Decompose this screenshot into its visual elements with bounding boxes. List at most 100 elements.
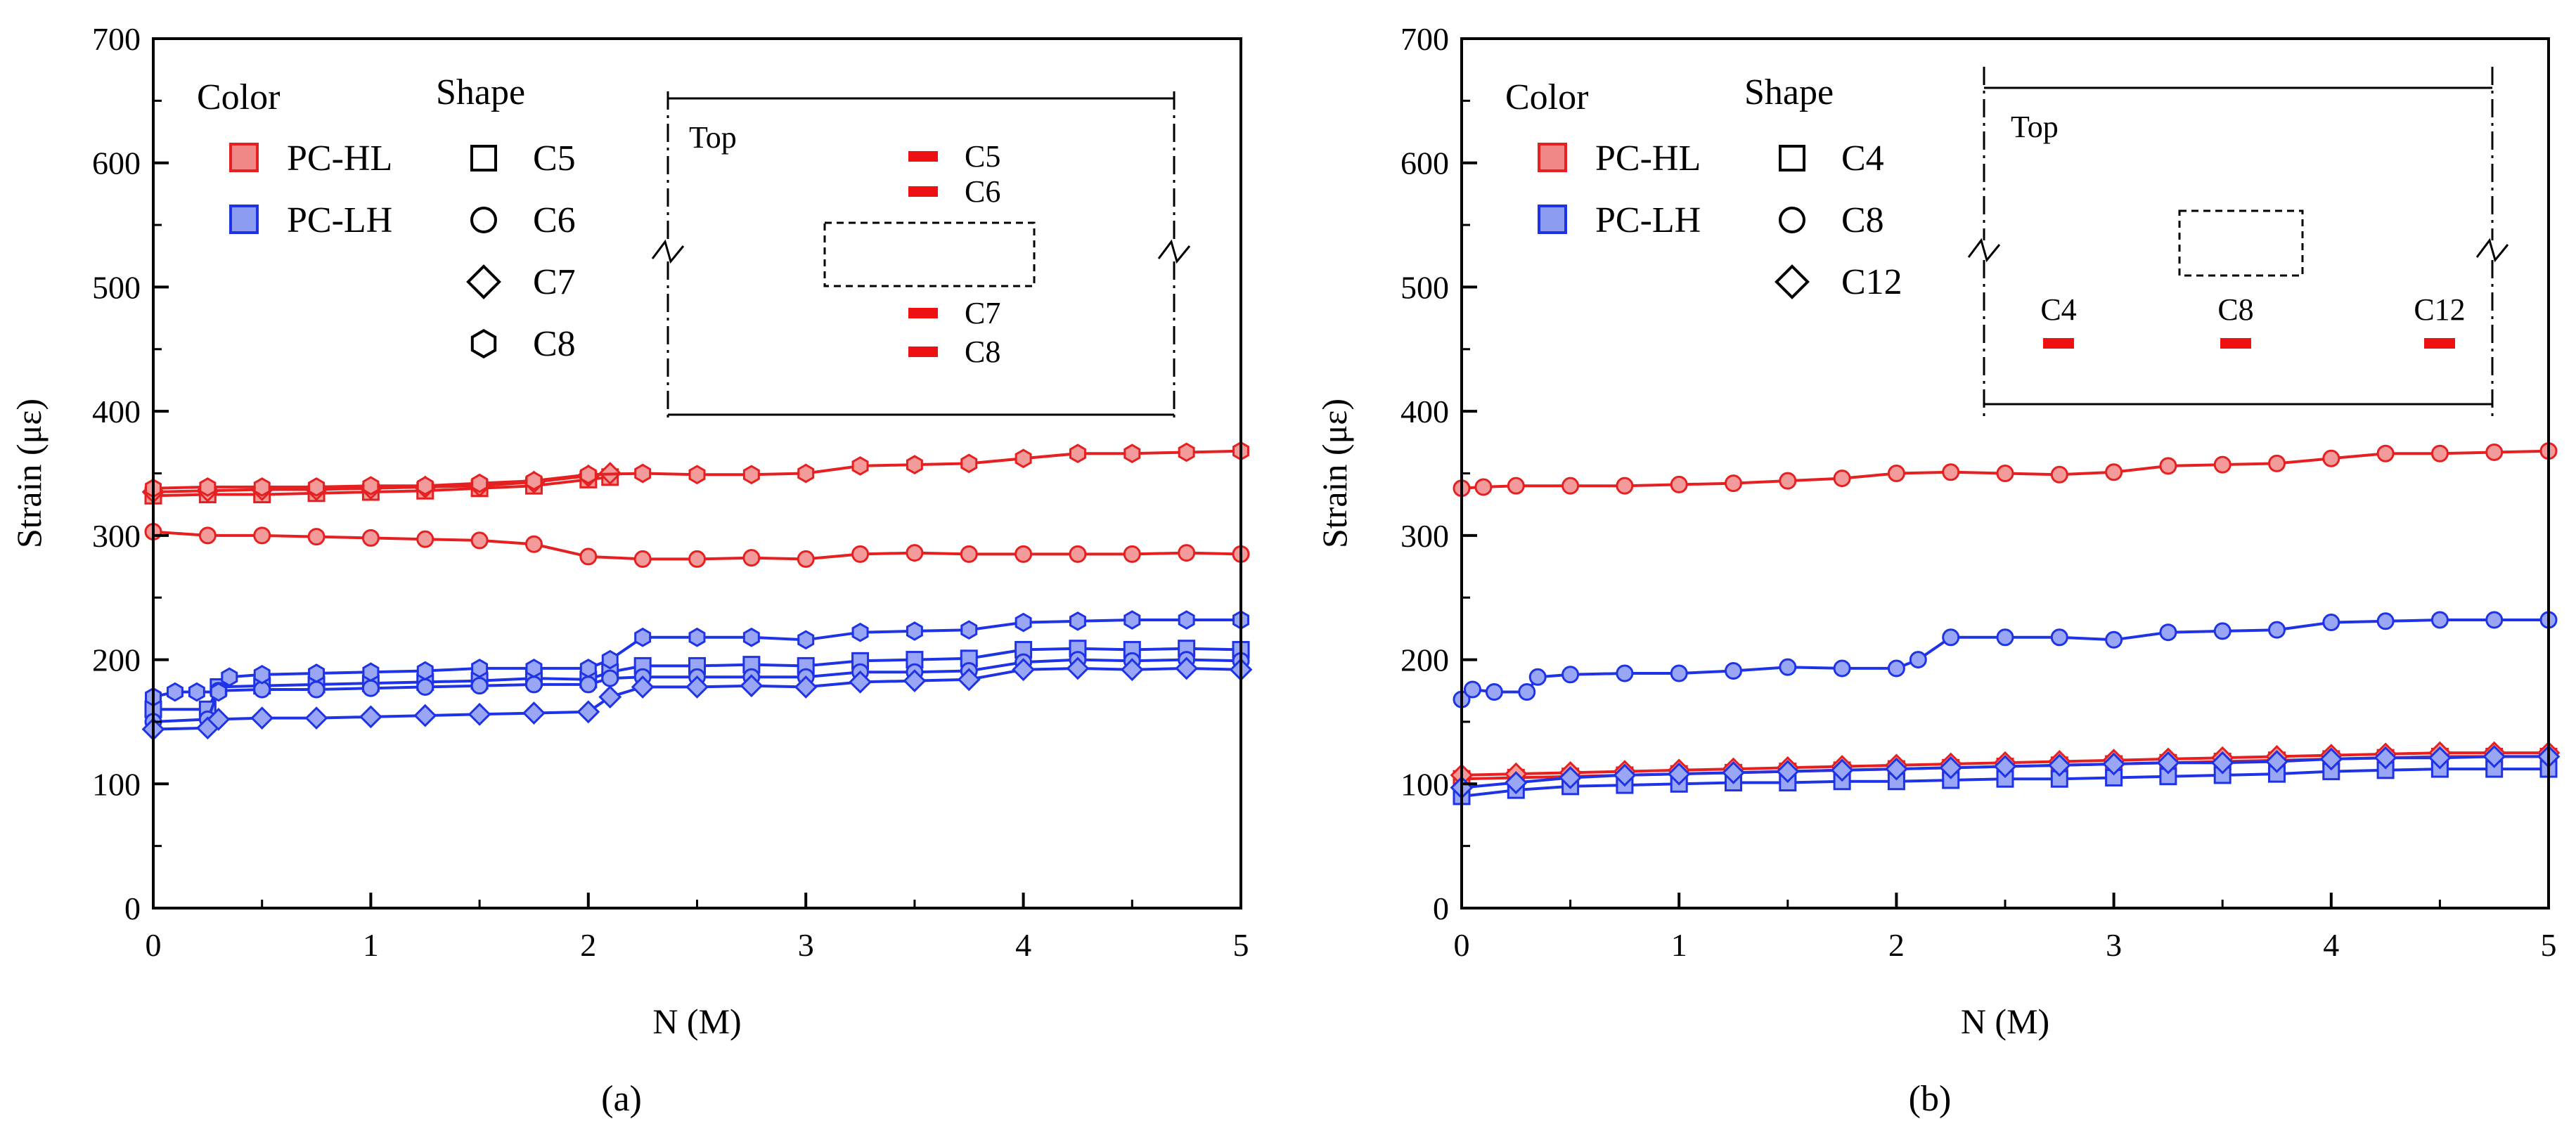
data-point xyxy=(851,456,869,476)
inset-break-mark xyxy=(651,239,685,264)
legend-color-swatch xyxy=(229,205,259,234)
data-point xyxy=(253,477,271,497)
inset-top-label: Top xyxy=(2011,110,2059,144)
data-point xyxy=(1667,762,1691,786)
data-point xyxy=(2430,611,2449,629)
data-point xyxy=(1463,680,1481,699)
data-point xyxy=(166,682,183,702)
data-point xyxy=(2319,747,2343,771)
data-point xyxy=(470,531,489,550)
x-tick-label: 5 xyxy=(1233,927,1249,963)
data-point xyxy=(307,680,326,699)
data-point xyxy=(250,706,274,730)
data-point xyxy=(579,675,598,694)
data-point xyxy=(2376,612,2395,630)
data-point xyxy=(2485,611,2504,629)
y-tick-label: 300 xyxy=(92,518,141,554)
data-point xyxy=(1909,651,1927,669)
strain-gauge-marker xyxy=(2220,338,2251,349)
data-point xyxy=(742,549,761,567)
data-point xyxy=(1830,758,1854,782)
data-point xyxy=(1069,611,1086,631)
data-point xyxy=(742,465,760,485)
data-point xyxy=(1120,658,1144,682)
data-point xyxy=(1884,757,1908,781)
data-point xyxy=(2105,630,2123,649)
legend-shape-marker xyxy=(1779,145,1805,171)
legend-shape-label: C12 xyxy=(1841,262,1902,302)
legend-shape-title: Shape xyxy=(436,72,525,112)
series-pc-lh-c8 xyxy=(1453,611,2558,708)
data-point xyxy=(221,667,238,687)
y-tick-label: 600 xyxy=(92,145,141,181)
data-point xyxy=(1015,545,1033,563)
data-point xyxy=(742,627,760,647)
data-point xyxy=(797,630,815,650)
series-layer xyxy=(141,441,1253,741)
inset-schematic: Top C4 C8 C12 xyxy=(1967,67,2509,417)
series-pc-hl-c8 xyxy=(1453,442,2558,498)
data-point xyxy=(1015,448,1032,469)
series-pc-lh-c8 xyxy=(145,610,1249,707)
data-point xyxy=(579,465,597,485)
data-point xyxy=(906,544,924,562)
strain-gauge-marker xyxy=(2043,338,2074,349)
data-point xyxy=(308,663,326,683)
data-point xyxy=(1561,477,1580,495)
data-point xyxy=(2159,623,2177,642)
data-point xyxy=(1670,475,1688,493)
data-point xyxy=(2213,622,2232,640)
data-point xyxy=(794,675,818,699)
data-point xyxy=(960,453,978,474)
y-tick-label: 500 xyxy=(1400,269,1449,305)
data-point xyxy=(634,627,652,647)
data-point xyxy=(1725,661,1742,680)
data-point xyxy=(525,471,543,491)
y-tick-label: 600 xyxy=(1400,145,1449,181)
panel-label: (a) xyxy=(601,1079,642,1119)
data-point xyxy=(2102,752,2126,776)
data-point xyxy=(688,465,706,485)
data-point xyxy=(198,526,217,545)
x-tick-label: 0 xyxy=(146,927,162,963)
legend-color-label: PC-LH xyxy=(287,200,392,240)
data-point xyxy=(960,545,978,563)
data-point xyxy=(1561,666,1580,684)
series-pc-hl-c6 xyxy=(144,523,1250,568)
legend-shape-marker xyxy=(470,207,497,233)
data-point xyxy=(1178,610,1195,630)
data-point xyxy=(634,463,652,484)
data-point xyxy=(1069,545,1087,563)
data-point xyxy=(1670,664,1688,682)
data-point xyxy=(2485,443,2504,461)
strain-gauge-label: C4 xyxy=(2040,292,2076,327)
legend-color-title: Color xyxy=(1505,77,1588,117)
legend-shape-label: C8 xyxy=(533,324,576,364)
data-point xyxy=(1833,659,1851,678)
legend-color-label: PC-HL xyxy=(1595,138,1701,179)
data-point xyxy=(2428,746,2452,770)
data-point xyxy=(416,476,434,496)
data-point xyxy=(1887,465,1905,482)
data-point xyxy=(1069,444,1086,464)
y-tick-label: 400 xyxy=(92,394,141,429)
data-point xyxy=(2430,444,2449,462)
data-point xyxy=(188,682,205,702)
data-point xyxy=(361,529,380,547)
y-axis-title: Strain (με) xyxy=(9,399,49,548)
data-point xyxy=(1507,477,1525,495)
data-point xyxy=(2047,753,2071,777)
y-tick-label: 0 xyxy=(1433,891,1449,926)
data-point xyxy=(906,455,923,474)
data-point xyxy=(468,702,491,726)
series-line xyxy=(1461,449,2549,490)
data-point xyxy=(524,675,543,694)
legend: Color Shape PC-HL PC-LH C4 C8 C12 xyxy=(1505,72,1902,302)
data-point xyxy=(601,649,619,670)
data-point xyxy=(688,550,706,568)
legend-shape-marker xyxy=(470,145,497,171)
inset-break-mark xyxy=(1157,239,1191,264)
legend-shape-marker xyxy=(466,264,501,299)
x-tick-label: 1 xyxy=(1671,927,1687,963)
